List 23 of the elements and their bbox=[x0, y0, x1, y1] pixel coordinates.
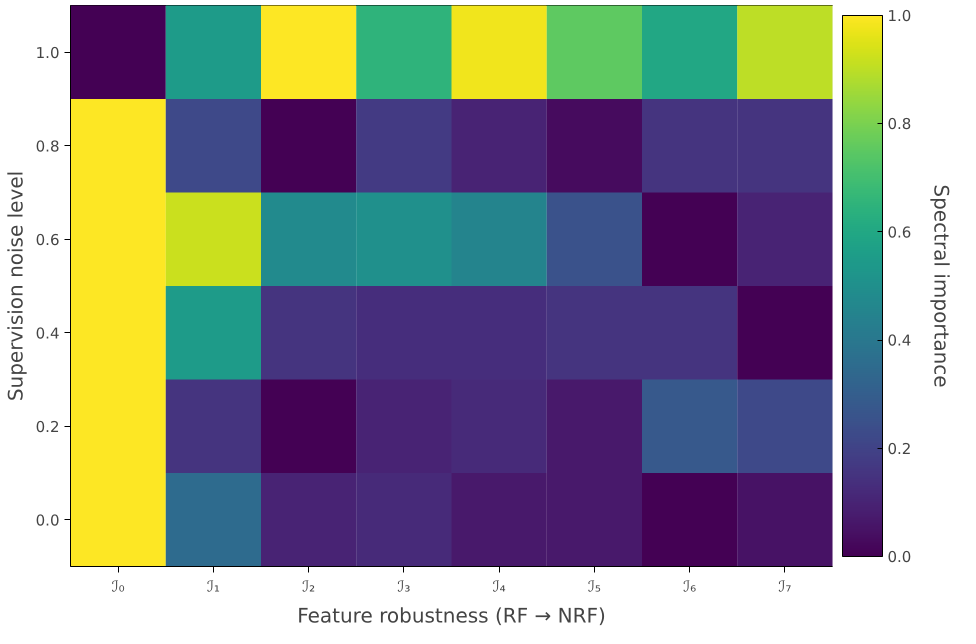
y-tick-label: 0.4 bbox=[36, 324, 60, 342]
y-tick-label: 0.6 bbox=[36, 230, 60, 249]
y-axis-title: Supervision noise level bbox=[4, 170, 28, 402]
x-tick-label: ℐ₀ bbox=[112, 578, 125, 596]
color-bar-title: Spectral importance bbox=[930, 184, 954, 388]
color-bar-label: 0.4 bbox=[888, 332, 912, 350]
x-tick-label: ℐ₂ bbox=[302, 578, 316, 596]
x-axis-title: Feature robustness (RF → NRF) bbox=[297, 604, 606, 628]
x-tick-label: ℐ₄ bbox=[492, 578, 506, 596]
y-tick-label: 0.8 bbox=[36, 137, 60, 156]
x-tick-label: ℐ₁ bbox=[206, 578, 220, 596]
x-tick-label: ℐ₇ bbox=[778, 578, 792, 596]
color-bar-label: 0.6 bbox=[888, 223, 912, 242]
y-tick-label: 1.0 bbox=[36, 44, 60, 62]
color-bar-label: 0.0 bbox=[888, 548, 912, 566]
x-tick-label: ℐ₃ bbox=[397, 578, 410, 596]
y-tick-label: 0.0 bbox=[36, 511, 60, 530]
color-bar-label: 0.2 bbox=[888, 440, 912, 458]
x-tick-label: ℐ₆ bbox=[683, 578, 696, 596]
color-bar-label: 1.0 bbox=[888, 7, 912, 25]
x-tick-label: ℐ₅ bbox=[588, 578, 601, 596]
color-bar-label: 0.8 bbox=[888, 115, 912, 134]
y-tick-label: 0.2 bbox=[36, 418, 60, 436]
